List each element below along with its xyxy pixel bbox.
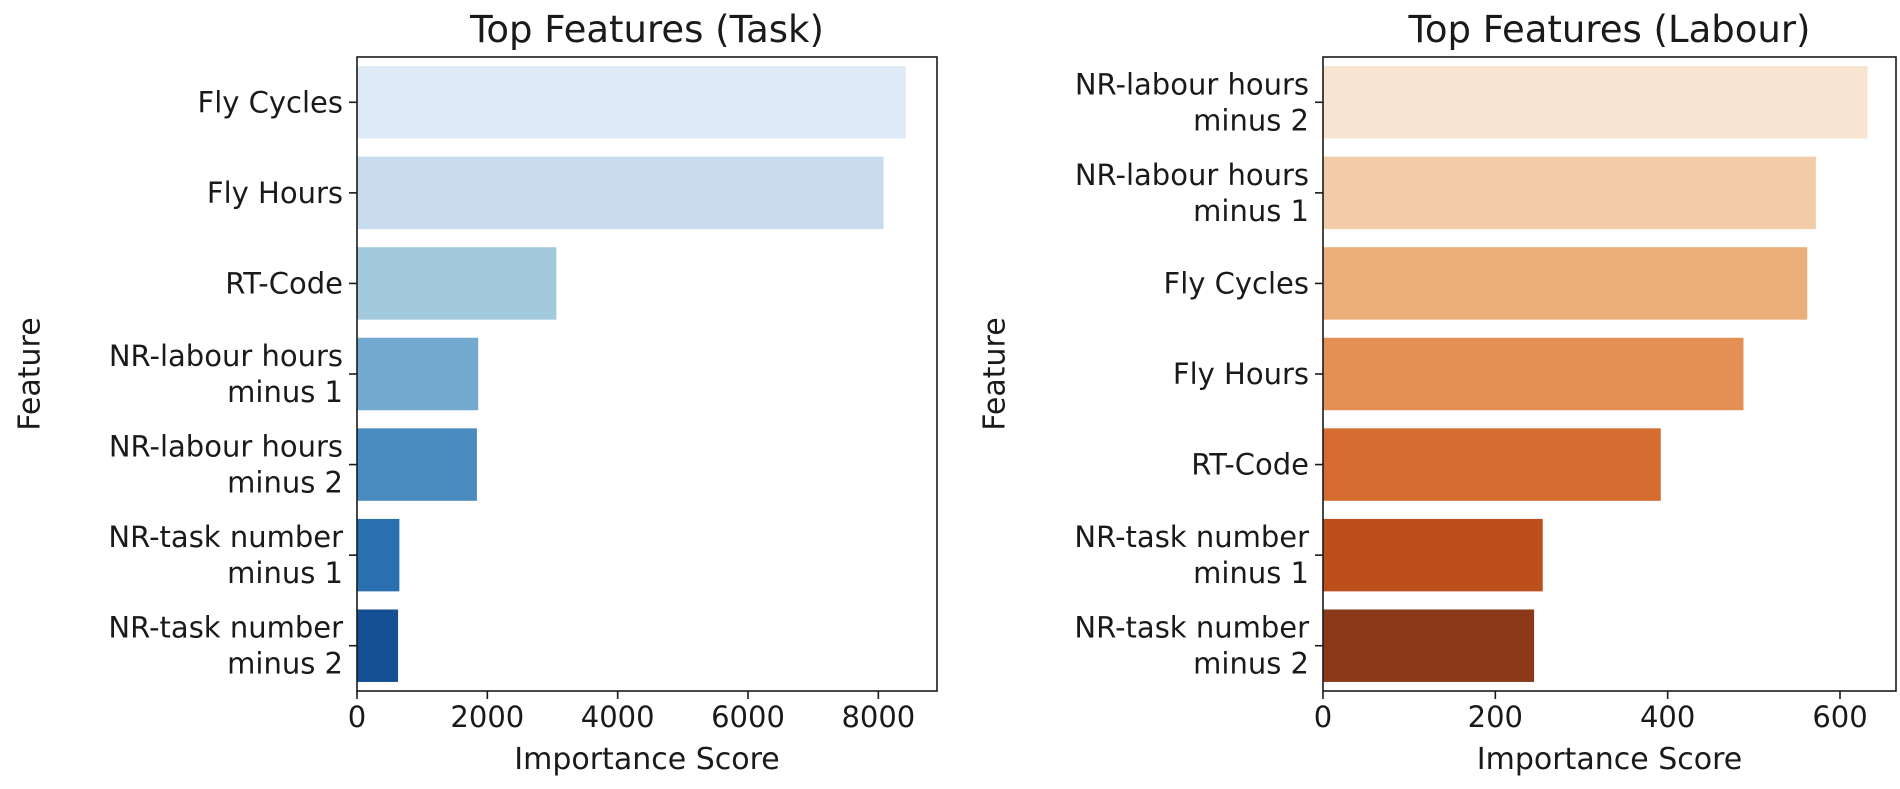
labour-ytick-label-4: Fly Hours — [1173, 357, 1309, 391]
labour-ytick-label-7: NR-task number minus 2 — [1074, 611, 1309, 681]
task-ytick-label-4-line-2: minus 1 — [227, 375, 343, 409]
labour-ytick-label-6-line-2: minus 1 — [1193, 556, 1309, 590]
task-xtick-label-1: 0 — [348, 700, 366, 734]
labour-bar-5 — [1323, 428, 1661, 501]
labour-bar-3 — [1323, 247, 1808, 320]
task-bar-7 — [357, 609, 399, 682]
task-bar-2 — [357, 156, 884, 230]
task-chart-title: Top Features (Task) — [469, 8, 824, 51]
labour-bar-2 — [1323, 156, 1816, 230]
labour-xtick-label-1: 0 — [1314, 700, 1332, 734]
task-xtick-label-5: 8000 — [841, 700, 915, 734]
task-bar-3 — [357, 247, 557, 320]
labour-ytick-label-6-line-1: NR-task number — [1074, 520, 1309, 554]
task-ytick-label-2: Fly Hours — [207, 176, 343, 210]
labour-ytick-label-5: RT-Code — [1191, 448, 1309, 482]
task-ytick-label-7-line-2: minus 2 — [227, 647, 343, 681]
labour-ytick-label-1-line-1: NR-labour hours — [1075, 67, 1309, 101]
labour-plot-frame — [1322, 56, 1897, 692]
labour-ytick-label-4-line-1: Fly Hours — [1173, 357, 1309, 391]
task-ytick-label-2-line-1: Fly Hours — [207, 176, 343, 210]
task-ytick-label-1: Fly Cycles — [198, 85, 343, 119]
task-bar-4 — [357, 337, 479, 411]
labour-ytick-label-5-line-1: RT-Code — [1191, 448, 1309, 482]
labour-xtick-label-3: 400 — [1640, 700, 1695, 734]
labour-bar-7 — [1323, 609, 1535, 682]
task-y-axis-label: Feature — [13, 317, 48, 430]
labour-ytick-label-2: NR-labour hours minus 1 — [1075, 158, 1309, 228]
labour-bar-4 — [1323, 337, 1744, 411]
task-bar-6 — [357, 518, 400, 592]
labour-ytick-label-7-line-1: NR-task number — [1074, 611, 1309, 645]
labour-xtick-label-4: 600 — [1812, 700, 1867, 734]
labour-xtick-label-2: 200 — [1468, 700, 1523, 734]
task-ytick-label-6-line-1: NR-task number — [108, 520, 343, 554]
task-x-axis-label: Importance Score — [514, 742, 779, 777]
task-ytick-label-1-line-1: Fly Cycles — [198, 85, 343, 119]
task-xtick-label-3: 4000 — [581, 700, 655, 734]
labour-ytick-label-3-line-1: Fly Cycles — [1164, 266, 1309, 300]
labour-bar-6 — [1323, 518, 1543, 592]
task-ytick-label-5-line-1: NR-labour hours — [109, 430, 343, 464]
task-ytick-label-4-line-1: NR-labour hours — [109, 339, 343, 373]
task-plot-frame — [356, 56, 938, 692]
task-ytick-label-4: NR-labour hours minus 1 — [109, 339, 343, 409]
task-ytick-label-6: NR-task number minus 1 — [108, 520, 343, 590]
labour-bar-1 — [1323, 66, 1868, 139]
labour-x-axis-label: Importance Score — [1477, 742, 1742, 777]
task-ytick-label-6-line-2: minus 1 — [227, 556, 343, 590]
labour-ytick-label-2-line-2: minus 1 — [1193, 194, 1309, 228]
labour-ytick-label-1: NR-labour hours minus 2 — [1075, 67, 1309, 137]
task-ytick-label-3: RT-Code — [225, 266, 343, 300]
labour-ytick-label-1-line-2: minus 2 — [1193, 103, 1309, 137]
labour-ytick-label-6: NR-task number minus 1 — [1074, 520, 1309, 590]
task-ytick-label-5-line-2: minus 2 — [227, 466, 343, 500]
labour-y-axis-label: Feature — [978, 317, 1013, 430]
labour-chart-title: Top Features (Labour) — [1408, 8, 1811, 51]
task-ytick-label-7-line-1: NR-task number — [108, 611, 343, 645]
task-bar-5 — [357, 428, 477, 501]
task-ytick-label-3-line-1: RT-Code — [225, 266, 343, 300]
labour-ytick-label-3: Fly Cycles — [1164, 266, 1309, 300]
labour-ytick-label-7-line-2: minus 2 — [1193, 647, 1309, 681]
labour-ytick-label-2-line-1: NR-labour hours — [1075, 158, 1309, 192]
task-xtick-label-4: 6000 — [711, 700, 785, 734]
task-xtick-label-2: 2000 — [450, 700, 524, 734]
task-ytick-label-5: NR-labour hours minus 2 — [109, 430, 343, 500]
task-ytick-label-7: NR-task number minus 2 — [108, 611, 343, 681]
task-bar-1 — [357, 66, 906, 139]
